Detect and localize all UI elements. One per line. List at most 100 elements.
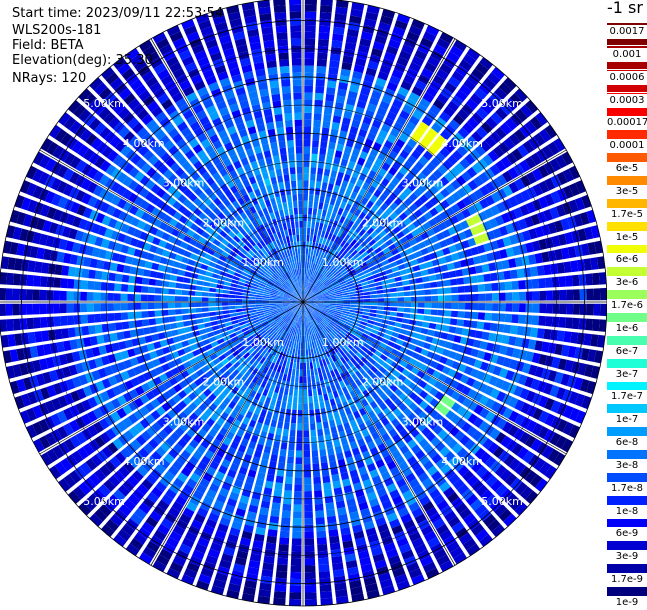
ppi-cell [300,370,303,377]
ppi-cell [149,279,157,286]
ppi-cell [416,277,424,283]
ppi-cell [19,289,26,300]
ppi-cell [318,395,323,402]
ppi-cell [264,418,271,426]
ppi-cell [363,312,370,316]
ppi-cell [397,308,404,313]
ppi-cell [304,397,308,404]
ppi-cell [149,318,157,325]
ppi-cell [470,276,478,284]
ppi-cell [178,270,186,277]
ppi-cell [517,269,525,279]
ppi-cell [403,286,410,291]
ppi-cell [191,325,199,331]
ppi-cell [314,484,322,491]
ppi-cell [298,410,303,417]
ppi-cell [387,325,395,331]
ppi-cell [304,120,311,127]
ppi-cell [518,280,526,289]
ppi-cell [350,297,357,300]
ppi-cell [310,174,316,181]
ppi-cell [512,292,519,301]
ppi-cell [327,448,334,456]
ppi-cell [285,416,291,423]
ppi-cell [475,331,483,339]
ppi-cell [80,303,87,312]
ppi-cell [312,450,319,457]
ppi-cell [305,585,317,592]
ppi-cell [242,299,249,302]
ppi-cell [181,296,188,301]
ppi-cell [320,12,332,20]
ppi-cell [0,304,6,316]
ppi-cell [141,286,148,293]
ppi-cell [326,407,332,415]
ppi-cell [390,312,397,317]
ppi-cell [306,241,309,248]
ppi-cell [304,417,309,424]
ppi-cell [303,268,304,275]
ppi-cell [276,476,284,484]
ppi-cell [81,269,89,279]
ppi-cell [404,303,411,307]
ppi-cell [357,305,364,308]
ppi-cell [95,324,103,333]
ppi-cell [308,248,311,255]
ppi-cell [158,264,166,271]
ppi-cell [335,418,342,426]
ppi-cell [559,276,567,287]
ppi-cell [317,59,327,66]
ppi-cell [305,12,317,19]
ppi-cell [425,336,433,343]
ppi-cell [283,429,289,436]
ppi-cell [304,72,313,79]
ppi-cell [311,376,315,383]
ppi-cell [364,295,371,298]
ppi-cell [308,255,311,262]
ppi-cell [107,283,114,291]
ppi-cell [276,428,282,436]
ppi-cell [357,302,364,305]
ppi-cell [396,282,403,287]
ppi-cell [304,525,313,532]
ppi-cell [377,303,384,306]
ppi-cell [295,376,299,383]
ppi-cell [458,311,465,318]
ppi-cell [74,279,81,289]
ppi-cell [6,304,13,316]
ppi-cell [296,342,299,349]
ppi-cell [332,122,340,130]
ppi-cell [243,290,250,294]
ppi-cell [313,470,320,477]
ppi-cell [310,416,315,423]
ppi-cell [33,317,41,328]
ppi-cell [572,275,580,287]
ppi-cell [304,457,311,464]
ppi-cell [333,411,340,419]
ppi-cell [292,538,302,545]
ppi-cell [305,255,307,262]
ppi-cell [322,415,328,423]
ppi-cell [301,349,303,356]
ppi-cell [388,321,395,326]
ppi-cell [306,248,309,255]
ppi-cell [127,294,134,301]
ppi-cell [427,330,435,337]
ppi-cell [328,454,336,462]
ppi-cell [307,228,310,235]
ppi-cell [210,283,217,288]
ppi-cell [314,106,322,113]
ppi-cell [404,291,411,296]
ppi-cell [316,416,322,423]
ppi-cell [175,289,182,295]
ppi-cell [320,584,332,592]
ppi-cell [199,269,207,275]
ppi-cell [320,456,327,464]
ppi-cell [376,314,383,318]
ppi-cell [328,204,334,212]
ppi-cell [431,296,438,301]
ppi-cell [168,289,175,295]
ppi-cell [377,306,384,310]
ppi-cell [279,387,284,394]
ppi-cell [325,94,334,102]
